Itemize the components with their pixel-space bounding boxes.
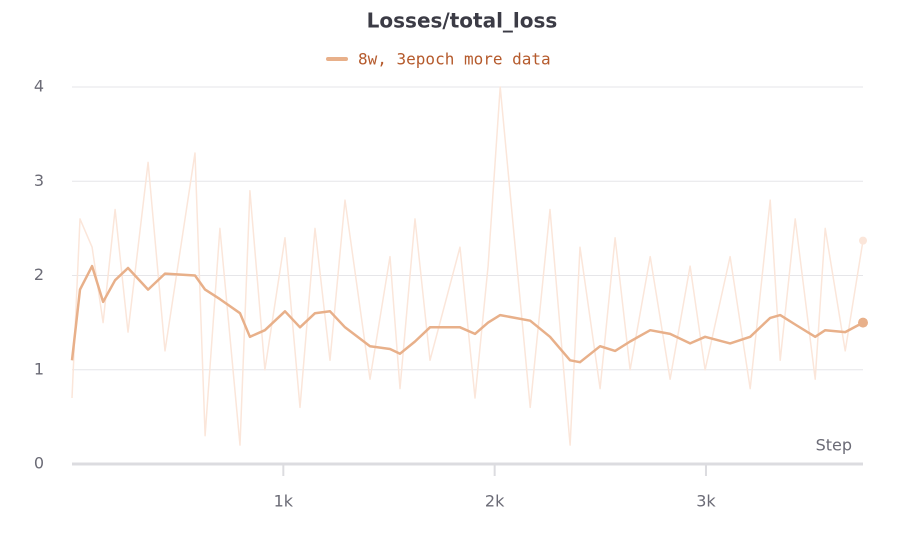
- x-tick-label: 3k: [696, 492, 716, 511]
- x-tick-label: 1k: [274, 492, 294, 511]
- x-tick-label: 2k: [485, 492, 505, 511]
- y-tick-label: 3: [34, 171, 44, 190]
- x-axis-label: Step: [816, 436, 852, 455]
- smoothed-line: [70, 264, 864, 364]
- y-tick-label: 0: [34, 454, 44, 473]
- raw-line: [71, 86, 864, 446]
- raw-line-end: [859, 236, 867, 245]
- legend-label: 8w, 3epoch more data: [358, 50, 551, 69]
- chart-title: Losses/total_loss: [367, 9, 558, 33]
- smoothed-line-end: [858, 317, 868, 328]
- y-tick-label: 1: [34, 359, 44, 378]
- y-tick-label: 4: [34, 77, 44, 96]
- y-tick-label: 2: [34, 265, 44, 284]
